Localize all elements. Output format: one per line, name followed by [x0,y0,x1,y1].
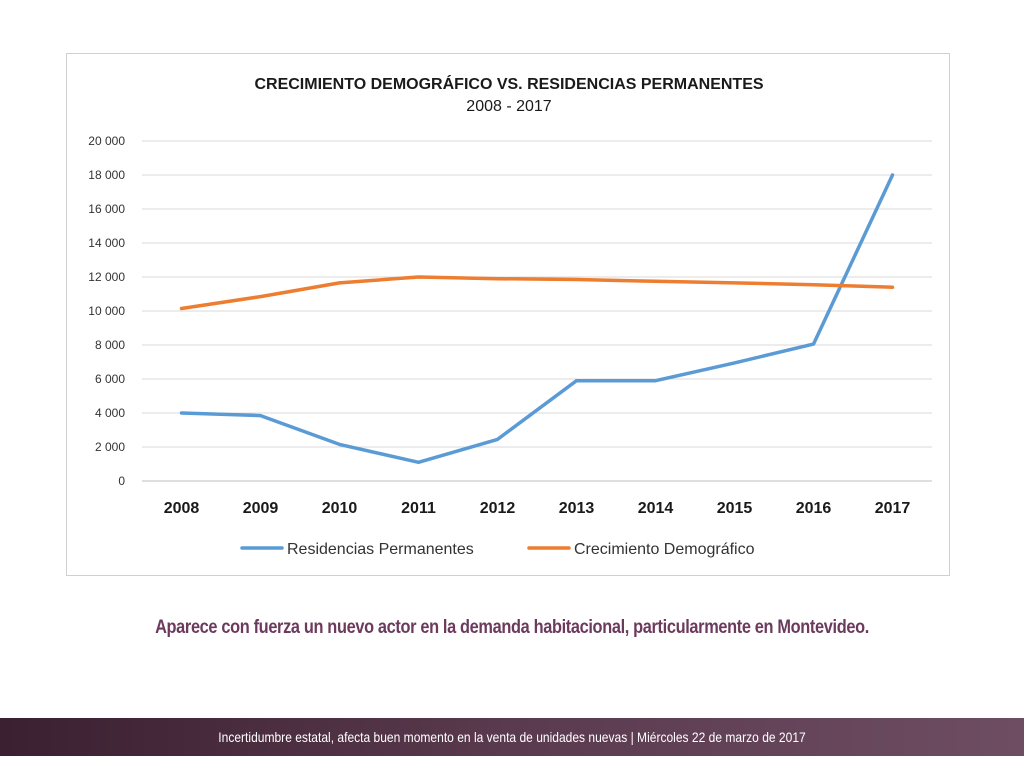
y-tick-label: 8 000 [95,338,125,352]
x-tick-label: 2010 [322,500,358,517]
chart-subtitle: 2008 - 2017 [466,98,552,115]
footer-text: Incertidumbre estatal, afecta buen momen… [218,729,806,745]
x-tick-label: 2011 [401,500,436,517]
series-line-2 [179,275,895,311]
x-tick-label: 2014 [638,500,674,517]
x-tick-label: 2013 [559,500,595,517]
y-tick-label: 6 000 [95,372,125,386]
y-tick-label: 12 000 [88,270,125,284]
legend-label-1: Residencias Permanentes [287,541,474,558]
x-tick-label: 2008 [164,500,200,517]
y-tick-label: 0 [118,474,125,488]
footer-bar: Incertidumbre estatal, afecta buen momen… [0,718,1024,756]
caption: Aparece con fuerza un nuevo actor en la … [155,617,869,638]
series-line-1 [179,173,895,465]
legend-label-2: Crecimiento Demográfico [574,541,755,558]
x-tick-label: 2012 [480,500,516,517]
y-tick-label: 20 000 [88,134,125,148]
line-chart: CRECIMIENTO DEMOGRÁFICO VS. RESIDENCIAS … [88,74,932,558]
chart-title: CRECIMIENTO DEMOGRÁFICO VS. RESIDENCIAS … [254,74,763,93]
y-tick-label: 10 000 [88,304,125,318]
y-tick-label: 4 000 [95,406,125,420]
x-tick-label: 2017 [875,500,911,517]
x-tick-label: 2016 [796,500,832,517]
y-tick-label: 2 000 [95,440,125,454]
y-tick-label: 18 000 [88,168,125,182]
chart-frame: CRECIMIENTO DEMOGRÁFICO VS. RESIDENCIAS … [66,53,950,576]
y-tick-label: 16 000 [88,202,125,216]
x-tick-label: 2015 [717,500,753,517]
y-tick-label: 14 000 [88,236,125,250]
x-tick-label: 2009 [243,500,279,517]
